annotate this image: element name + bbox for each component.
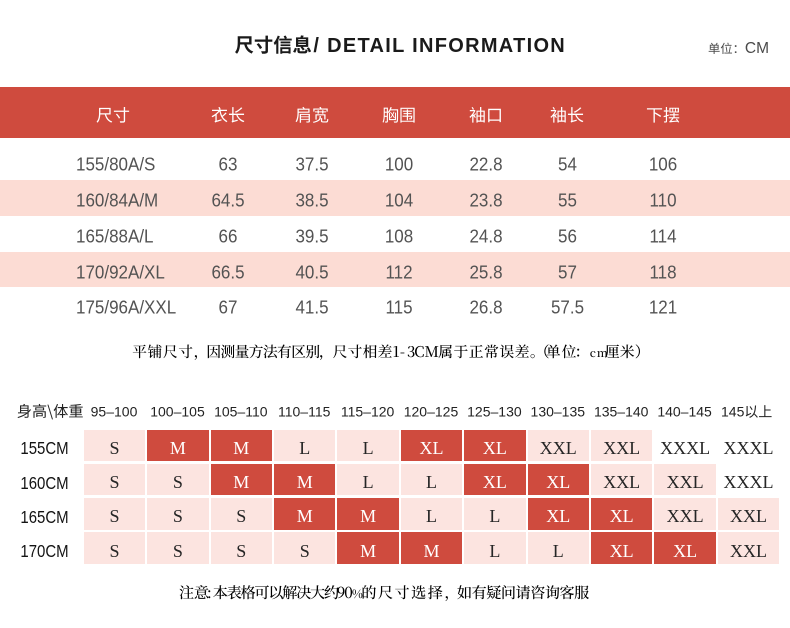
- svg-text:CM: CM: [744, 40, 768, 57]
- svg-text:130–135: 130–135: [531, 404, 586, 420]
- svg-text:145: 145: [721, 404, 745, 420]
- svg-text:95–100: 95–100: [91, 404, 138, 420]
- svg-text:120–125: 120–125: [404, 404, 459, 420]
- svg-text:140–145: 140–145: [657, 404, 712, 420]
- svg-text:125–130: 125–130: [467, 404, 522, 420]
- svg-text:115–120: 115–120: [341, 404, 395, 420]
- svg-text:110–115: 110–115: [278, 404, 331, 420]
- svg-text:105–110: 105–110: [214, 404, 268, 420]
- svg-text:100–105: 100–105: [150, 404, 205, 420]
- svg-text:135–140: 135–140: [594, 404, 649, 420]
- svg-text:/ DETAIL INFORMATION: / DETAIL INFORMATION: [313, 35, 566, 57]
